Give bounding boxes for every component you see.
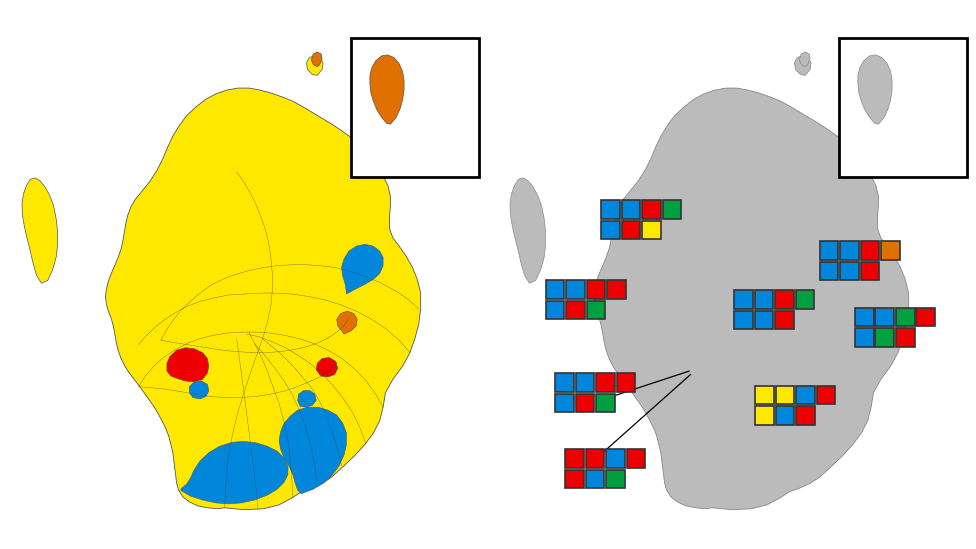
Polygon shape xyxy=(858,55,892,124)
FancyBboxPatch shape xyxy=(596,394,615,412)
FancyBboxPatch shape xyxy=(601,200,620,219)
FancyBboxPatch shape xyxy=(817,386,835,404)
FancyBboxPatch shape xyxy=(776,311,794,329)
Polygon shape xyxy=(298,391,316,407)
Polygon shape xyxy=(311,52,322,66)
FancyBboxPatch shape xyxy=(755,386,774,404)
FancyBboxPatch shape xyxy=(546,281,564,299)
FancyBboxPatch shape xyxy=(642,221,661,239)
FancyBboxPatch shape xyxy=(875,307,894,326)
FancyBboxPatch shape xyxy=(776,406,794,425)
FancyBboxPatch shape xyxy=(566,281,585,299)
FancyBboxPatch shape xyxy=(820,262,838,281)
Bar xyxy=(351,38,479,177)
Polygon shape xyxy=(306,56,323,75)
FancyBboxPatch shape xyxy=(896,328,915,347)
FancyBboxPatch shape xyxy=(855,307,874,326)
FancyBboxPatch shape xyxy=(796,406,815,425)
FancyBboxPatch shape xyxy=(622,200,640,219)
FancyBboxPatch shape xyxy=(796,290,814,309)
FancyBboxPatch shape xyxy=(617,373,635,391)
FancyBboxPatch shape xyxy=(796,386,815,404)
FancyBboxPatch shape xyxy=(840,242,859,260)
FancyBboxPatch shape xyxy=(576,373,594,391)
FancyBboxPatch shape xyxy=(586,470,604,488)
FancyBboxPatch shape xyxy=(820,242,838,260)
Polygon shape xyxy=(337,311,357,334)
FancyBboxPatch shape xyxy=(861,262,879,281)
FancyBboxPatch shape xyxy=(735,290,753,309)
FancyBboxPatch shape xyxy=(607,281,626,299)
FancyBboxPatch shape xyxy=(566,301,585,320)
FancyBboxPatch shape xyxy=(546,301,564,320)
FancyBboxPatch shape xyxy=(916,307,935,326)
FancyBboxPatch shape xyxy=(875,328,894,347)
Polygon shape xyxy=(189,381,209,399)
Polygon shape xyxy=(167,348,209,382)
FancyBboxPatch shape xyxy=(596,373,615,391)
FancyBboxPatch shape xyxy=(755,311,774,329)
FancyBboxPatch shape xyxy=(776,290,794,309)
FancyBboxPatch shape xyxy=(881,242,900,260)
Polygon shape xyxy=(181,441,288,504)
FancyBboxPatch shape xyxy=(663,200,681,219)
FancyBboxPatch shape xyxy=(642,200,661,219)
FancyBboxPatch shape xyxy=(855,328,874,347)
Polygon shape xyxy=(105,88,421,509)
FancyBboxPatch shape xyxy=(622,221,640,239)
FancyBboxPatch shape xyxy=(586,449,604,468)
Polygon shape xyxy=(799,52,810,66)
Polygon shape xyxy=(342,244,384,294)
Polygon shape xyxy=(794,56,811,75)
Polygon shape xyxy=(370,55,404,124)
FancyBboxPatch shape xyxy=(587,301,605,320)
FancyBboxPatch shape xyxy=(735,311,753,329)
FancyBboxPatch shape xyxy=(601,221,620,239)
FancyBboxPatch shape xyxy=(555,373,574,391)
FancyBboxPatch shape xyxy=(755,290,774,309)
FancyBboxPatch shape xyxy=(606,470,625,488)
FancyBboxPatch shape xyxy=(576,394,594,412)
Polygon shape xyxy=(509,178,546,283)
Bar xyxy=(839,38,967,177)
FancyBboxPatch shape xyxy=(627,449,645,468)
Polygon shape xyxy=(279,407,346,494)
FancyBboxPatch shape xyxy=(776,386,794,404)
Polygon shape xyxy=(593,88,909,509)
FancyBboxPatch shape xyxy=(840,262,859,281)
Polygon shape xyxy=(22,178,58,283)
FancyBboxPatch shape xyxy=(587,281,605,299)
FancyBboxPatch shape xyxy=(896,307,915,326)
FancyBboxPatch shape xyxy=(565,470,584,488)
FancyBboxPatch shape xyxy=(565,449,584,468)
FancyBboxPatch shape xyxy=(755,406,774,425)
FancyBboxPatch shape xyxy=(606,449,625,468)
FancyBboxPatch shape xyxy=(861,242,879,260)
Polygon shape xyxy=(316,357,338,377)
FancyBboxPatch shape xyxy=(555,394,574,412)
